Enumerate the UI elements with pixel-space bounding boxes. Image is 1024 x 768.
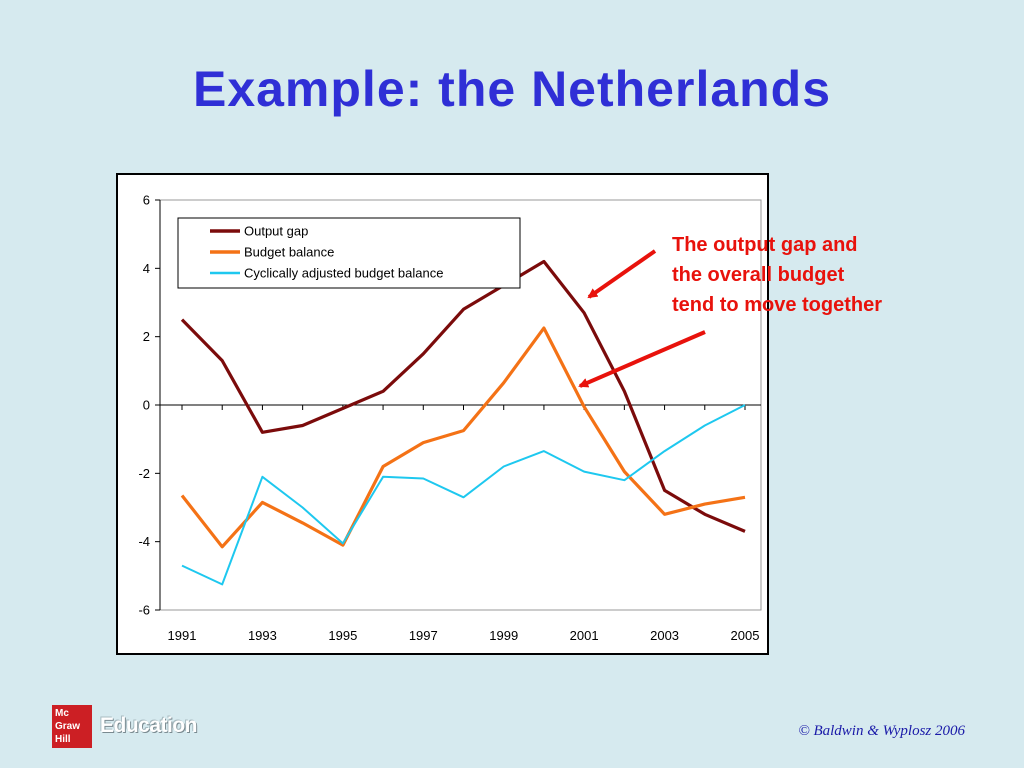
y-tick-label: 2 [143, 329, 150, 344]
x-tick-label: 2003 [650, 628, 679, 643]
x-tick-label: 1995 [328, 628, 357, 643]
legend: Output gap Budget balance Cyclically adjus… [177, 217, 521, 289]
annotation-line-2: the overall budget [672, 264, 845, 286]
series-layer [180, 259, 746, 586]
line-chart: 6 4 2 0 -2 -4 -6 1991 1993 1995 1997 1999 2001 2003 2… [138, 193, 762, 643]
y-tick-label: 0 [143, 398, 150, 413]
annotation-line-3: tend to move together [672, 294, 883, 316]
legend-label: Output gap [244, 224, 308, 239]
series-line-2 [180, 326, 746, 549]
legend-label: Budget balance [244, 245, 334, 260]
legend-label: Cyclically adjusted budget balance [244, 266, 443, 281]
y-tick-label: -6 [138, 603, 150, 618]
chart-annotation: The output gap and the overall budget te… [672, 230, 882, 320]
x-tick-label: 1993 [248, 628, 277, 643]
copyright-notice: © Baldwin & Wyplosz 2006 [798, 723, 965, 739]
logo-line-2: Graw [55, 721, 81, 732]
x-axis: 1991 1993 1995 1997 1999 2001 2003 2005 [160, 404, 761, 643]
annotation-line-1: The output gap and [672, 234, 858, 256]
publisher-logo: Mc Graw Hill [52, 705, 92, 748]
x-tick-label: 1991 [168, 628, 197, 643]
x-tick-label: 2005 [731, 628, 760, 643]
x-tick-label: 2001 [570, 628, 599, 643]
y-tick-label: 6 [143, 193, 150, 208]
y-tick-label: -2 [138, 466, 150, 481]
logo-line-3: Hill [55, 734, 71, 745]
publisher-education-label: Education [100, 714, 198, 737]
x-tick-label: 1997 [409, 628, 438, 643]
slide-title: Example: the Netherlands [192, 61, 832, 117]
y-tick-label: 4 [143, 261, 150, 276]
chart-panel: 6 4 2 0 -2 -4 -6 1991 1993 1995 1997 1999 2001 2003 2… [116, 173, 769, 655]
series-line-1 [180, 259, 746, 533]
logo-line-1: Mc [55, 708, 69, 719]
y-tick-label: -4 [138, 534, 150, 549]
x-tick-label: 1999 [489, 628, 518, 643]
y-axis: 6 4 2 0 -2 -4 -6 [138, 193, 161, 618]
series-line-3 [181, 404, 746, 586]
